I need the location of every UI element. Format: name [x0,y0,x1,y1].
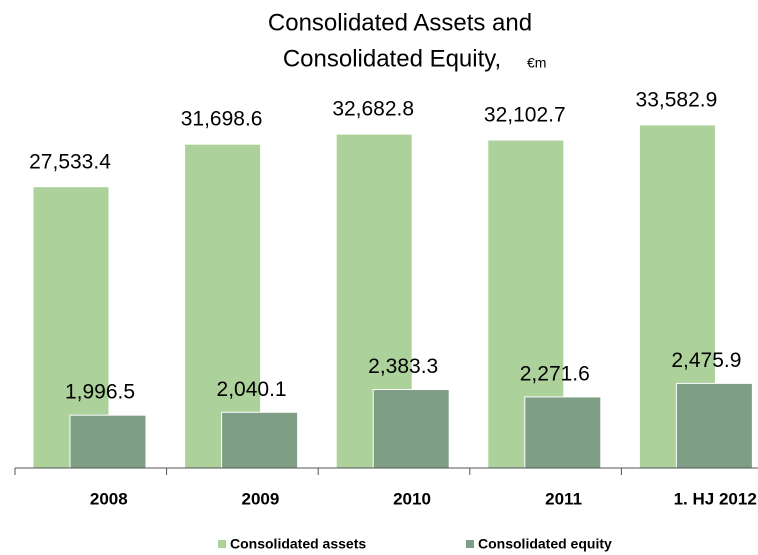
bar [675,382,753,469]
x-tick-label: 1. HJ 2012 [674,489,757,508]
value-label: 27,533.4 [29,150,111,173]
x-tick-label: 2010 [393,489,431,508]
value-label: 2,271.6 [520,362,590,385]
legend-label: Consolidated equity [478,536,612,552]
chart-title: Consolidated Equity, [283,45,501,72]
unit: €m [527,55,546,71]
value-label: 32,682.8 [332,98,414,121]
bar [372,389,450,469]
bar [524,396,602,469]
x-tick-label: 2009 [241,489,279,508]
legend-swatch [218,540,226,548]
x-tick-label: 2008 [90,489,128,508]
bar [221,411,299,469]
value-label: 32,102.7 [484,104,566,127]
chart-title: Consolidated Assets and [268,9,532,36]
bar [69,414,147,469]
value-label: 31,698.6 [181,108,263,131]
legend-swatch [466,540,474,548]
legend-label: Consolidated assets [230,536,366,552]
value-label: 2,040.1 [217,378,287,401]
value-label: 2,383.3 [368,355,438,378]
value-label: 1,996.5 [65,381,135,404]
value-label: 33,582.9 [636,88,718,111]
value-label: 2,475.9 [671,349,741,372]
x-tick-label: 2011 [545,489,582,508]
